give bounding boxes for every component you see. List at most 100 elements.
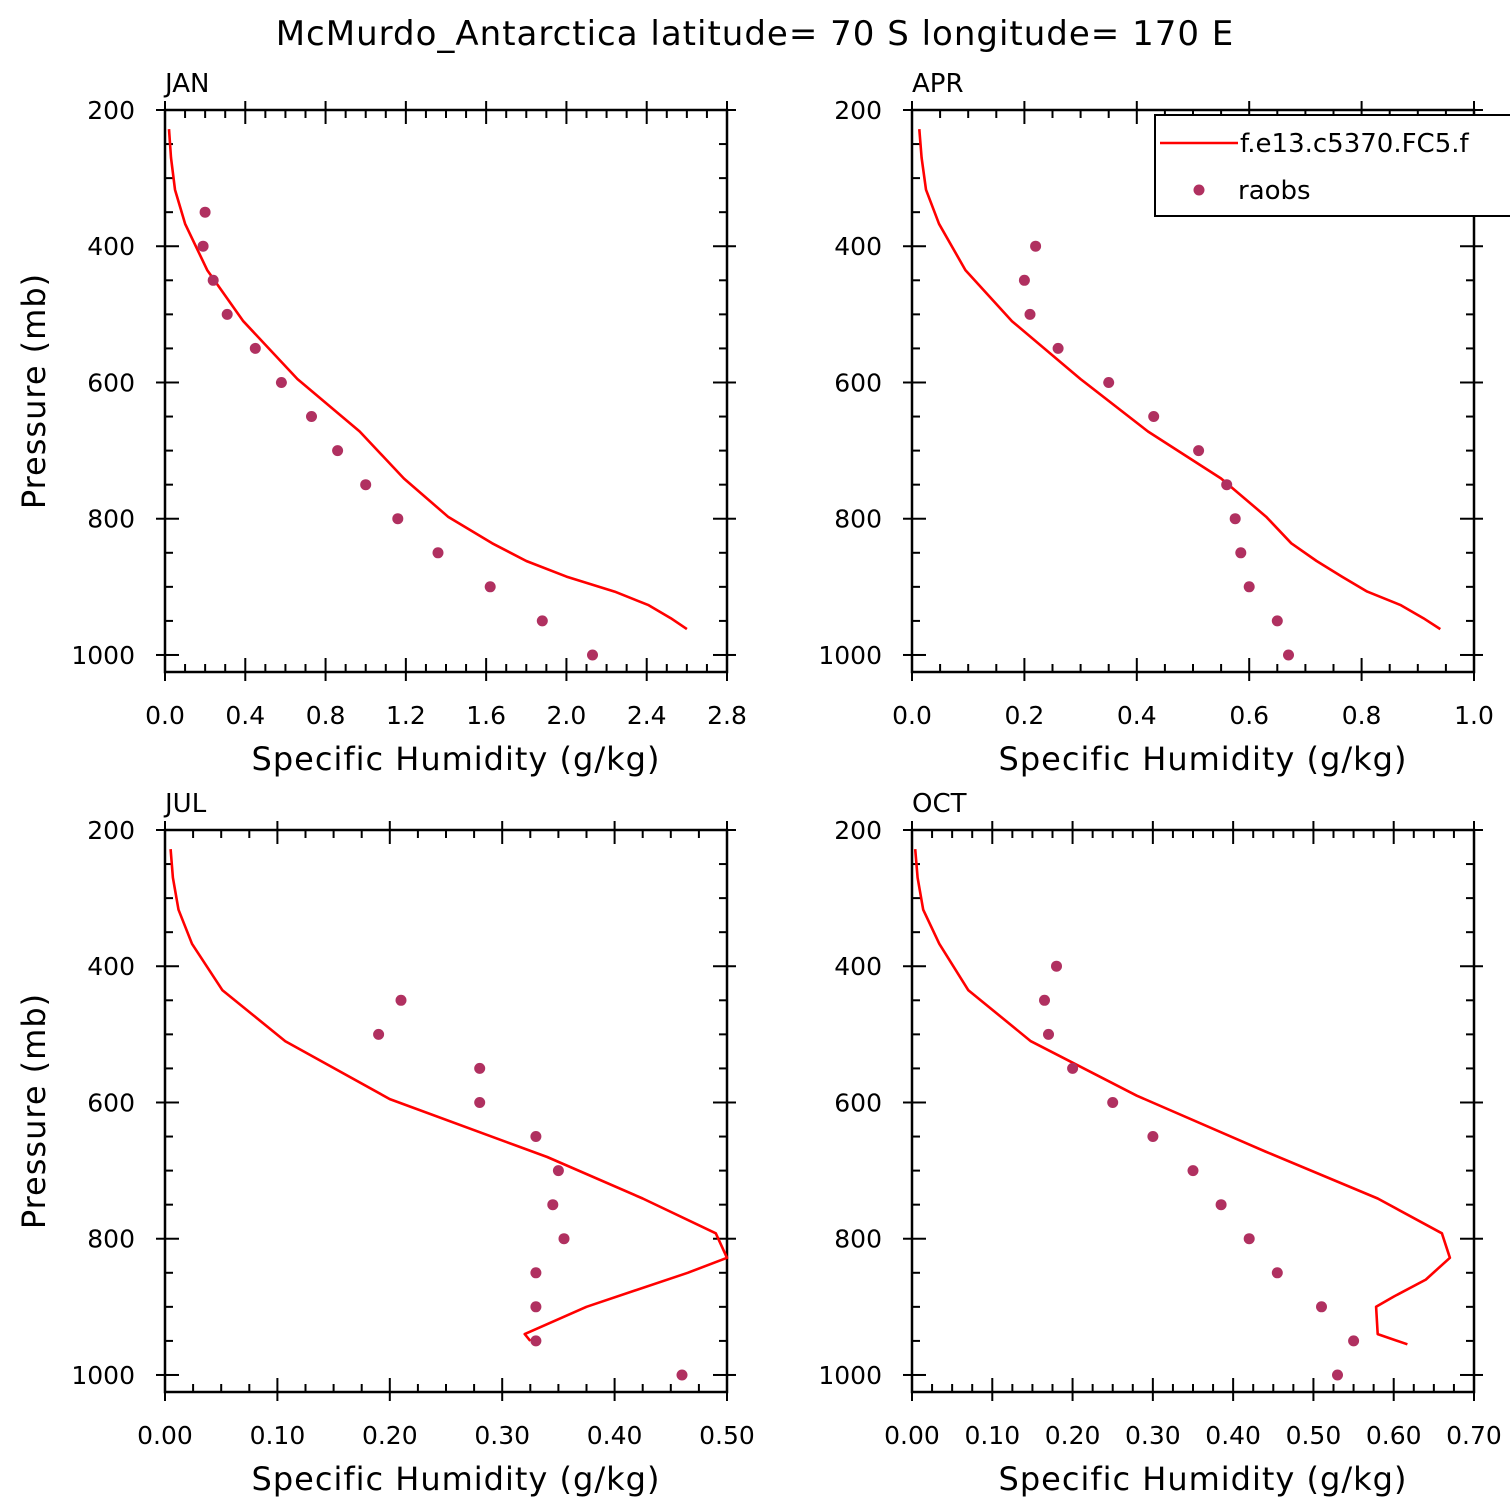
panel-title-jul: JUL: [163, 789, 207, 819]
y-tick-label: 1000: [71, 1361, 135, 1390]
raobs-point: [552, 1165, 564, 1177]
x-tick-label: 0.10: [964, 1421, 1020, 1450]
raobs-point: [1229, 513, 1241, 525]
raobs-point: [1283, 649, 1294, 661]
x-tick-label: 1.2: [386, 701, 426, 730]
plot-frame-jul: [163, 828, 729, 1394]
y-tick-label: 800: [87, 1225, 135, 1254]
raobs-point: [536, 615, 548, 627]
y-tick-label: 600: [834, 1088, 882, 1117]
x-tick-label: 0.50: [1286, 1421, 1342, 1450]
model-line-jan: [167, 129, 688, 631]
y-axis-label-jan: Pressure (mb): [15, 273, 53, 509]
panel-title-oct: OCT: [912, 789, 967, 819]
raobs-point: [1030, 240, 1042, 252]
x-tick-label: 0.4: [225, 701, 265, 730]
raobs-point: [432, 547, 444, 559]
panel-title-jan: JAN: [163, 69, 209, 99]
x-tick-label: 0.40: [1205, 1421, 1261, 1450]
x-tick-label: 0.8: [306, 701, 346, 730]
raobs-point: [207, 274, 219, 286]
raobs-point: [1018, 274, 1030, 286]
raobs-point: [199, 206, 211, 218]
plot-frame-oct: [910, 828, 1476, 1394]
raobs-point: [1051, 960, 1062, 972]
raobs-point: [1052, 342, 1064, 354]
x-tick-label: 2.8: [707, 701, 747, 730]
raobs-point: [1193, 445, 1205, 457]
x-tick-label: 0.8: [1342, 701, 1382, 730]
raobs-point: [474, 1062, 486, 1074]
x-axis-label-oct: Specific Humidity (g/kg): [999, 1460, 1408, 1498]
y-tick-label: 200: [87, 96, 135, 125]
x-tick-label: 0.50: [699, 1421, 755, 1450]
y-tick-label: 800: [834, 505, 882, 534]
y-tick-label: 600: [87, 1088, 135, 1117]
raobs-point: [249, 342, 261, 354]
plot-frame-jan: [163, 108, 729, 674]
x-tick-label: 0.00: [884, 1421, 940, 1450]
y-tick-label: 400: [834, 232, 882, 261]
raobs-point: [1043, 1028, 1054, 1040]
y-tick-label: 800: [87, 505, 135, 534]
x-tick-label: 0.0: [892, 701, 932, 730]
x-tick-label: 0.40: [587, 1421, 643, 1450]
raobs-point: [547, 1199, 559, 1211]
raobs-point: [530, 1267, 542, 1279]
legend-label-raobs: raobs: [1238, 176, 1311, 206]
raobs-point: [1103, 377, 1115, 388]
raobs-point: [474, 1097, 486, 1108]
raobs-point: [360, 479, 372, 491]
raobs-point: [1107, 1097, 1119, 1108]
raobs-point: [1316, 1301, 1327, 1313]
raobs-point: [306, 411, 317, 422]
x-axis-label-jan: Specific Humidity (g/kg): [252, 740, 661, 778]
legend-label-model: f.e13.c5370.FC5.f: [1240, 129, 1470, 159]
x-axis-label-apr: Specific Humidity (g/kg): [999, 740, 1408, 778]
x-tick-label: 0.70: [1446, 1421, 1502, 1450]
y-tick-label: 1000: [818, 641, 882, 670]
panel-oct: OCT 0.00 0.10 0.20 0.30 0.40 0.50 0.60 0.70 200 40…: [818, 789, 1501, 1498]
legend-marker-swatch: [1193, 184, 1205, 196]
x-tick-label: 0.20: [1045, 1421, 1101, 1450]
raobs-point: [373, 1028, 385, 1040]
x-tick-label: 0.60: [1366, 1421, 1422, 1450]
raobs-point: [558, 1233, 570, 1245]
y-tick-label: 1000: [818, 1361, 882, 1390]
raobs-point: [1271, 615, 1283, 627]
raobs-point: [530, 1335, 542, 1347]
x-tick-label: 0.00: [137, 1421, 193, 1450]
raobs-point: [1271, 1267, 1283, 1279]
raobs-point: [530, 1131, 542, 1142]
x-tick-label: 0.6: [1229, 701, 1269, 730]
raobs-point: [484, 581, 496, 593]
x-tick-label: 0.0: [145, 701, 185, 730]
y-tick-label: 200: [834, 96, 882, 125]
raobs-point: [1235, 547, 1247, 559]
raobs-point: [221, 308, 233, 320]
panel-title-apr: APR: [912, 69, 964, 99]
x-axis-label-jul: Specific Humidity (g/kg): [252, 1460, 661, 1498]
y-tick-label: 800: [834, 1225, 882, 1254]
raobs-point: [1243, 1233, 1255, 1245]
x-tick-label: 0.20: [362, 1421, 418, 1450]
raobs-point: [392, 513, 404, 525]
raobs-point: [1067, 1062, 1079, 1074]
raobs-point: [676, 1369, 688, 1381]
raobs-point: [1187, 1165, 1199, 1177]
raobs-point: [1332, 1369, 1343, 1381]
panels: JAN 0.0 0.4 0.8 1.2 1.6 2.0 2.4 2.8 200 400 600 800 1…: [15, 69, 1502, 1498]
y-tick-label: 600: [87, 368, 135, 397]
raobs-point: [275, 377, 287, 388]
raobs-point: [1215, 1199, 1227, 1211]
raobs-point: [1024, 308, 1036, 320]
y-tick-label: 1000: [71, 641, 135, 670]
x-tick-label: 0.2: [1005, 701, 1045, 730]
y-tick-label: 400: [834, 952, 882, 981]
y-tick-label: 400: [87, 232, 135, 261]
x-tick-label: 0.30: [1125, 1421, 1181, 1450]
x-tick-label: 2.0: [547, 701, 587, 730]
legend: f.e13.c5370.FC5.f raobs: [1154, 114, 1510, 217]
y-axis-label-jul: Pressure (mb): [15, 993, 53, 1229]
